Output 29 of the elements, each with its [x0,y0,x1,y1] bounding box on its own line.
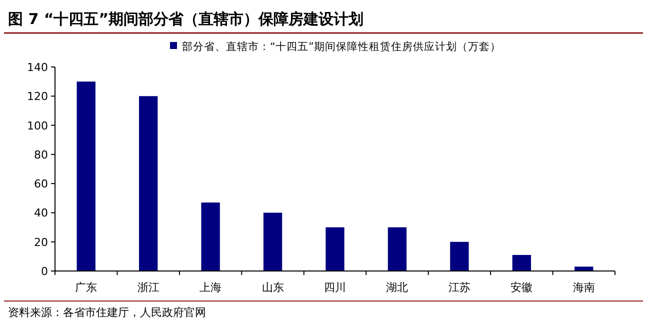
x-tick-label: 四川 [324,281,346,294]
y-tick-label: 40 [34,206,48,220]
y-tick-label: 20 [34,236,48,249]
bar [450,242,469,271]
legend-label: 部分省、直辖市：“十四五”期间保障性租赁住房供应计划（万套） [182,40,501,53]
x-tick-label: 上海 [200,281,222,294]
x-tick-label: 湖北 [386,281,408,294]
x-tick-label: 山东 [262,281,284,294]
y-tick-label: 80 [34,148,48,162]
bar [574,266,594,271]
bar [512,254,531,271]
y-tick-label: 0 [41,265,48,278]
bar [326,227,344,271]
y-tick-label: 120 [27,90,48,104]
bar [139,96,158,271]
y-tick-label: 140 [27,61,48,74]
x-tick-label: 江苏 [448,281,470,294]
bar [201,202,220,271]
x-tick-label: 广东 [75,281,98,294]
bar [76,82,96,271]
chart-title: 图 7 “十四五”期间部分省（直辖市）保障房建设计划 [8,10,364,28]
bar [388,227,407,271]
x-tick-label: 浙江 [137,281,160,294]
x-tick-label: 海南 [572,281,595,294]
x-tick-label: 安徽 [510,281,533,294]
y-tick-label: 60 [34,178,48,191]
y-tick-label: 100 [27,119,48,132]
bar [263,212,282,271]
text: 资料来源：各省市住建厅，人民政府官网 [8,306,206,319]
